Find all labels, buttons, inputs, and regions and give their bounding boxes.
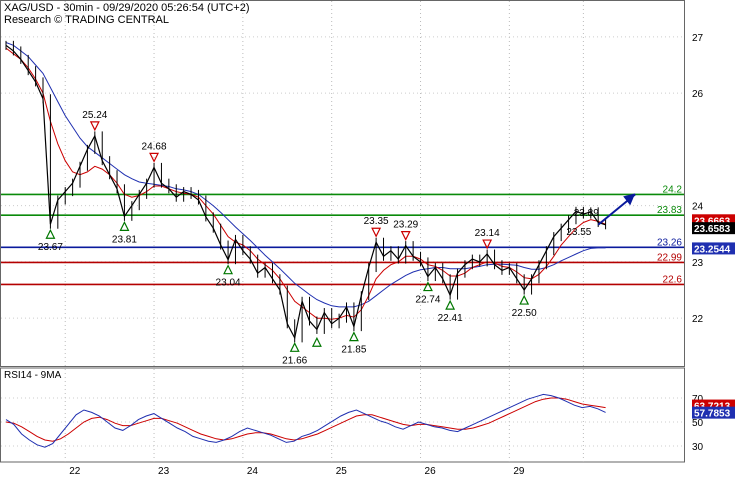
low-marker [289,341,300,352]
ma-slow-line [5,42,606,308]
level-label: 23.83 [657,205,682,216]
ma-slow-badge: 23.2544 [694,244,731,255]
high-marker [400,231,411,241]
rsi-panel-frame [0,367,685,463]
chart-header-source: Research © TRADING CENTRAL [4,14,169,26]
low-marker-label: 22.41 [438,313,463,324]
level-annotation-label: 23.55 [566,227,591,238]
y-tick-label: 23 [692,258,704,269]
high-marker-label: 23.29 [393,220,418,231]
x-tick-label: 24 [247,466,259,477]
ma-fast-badge: 23.6663 [694,216,731,227]
level-label: 22.99 [657,252,682,263]
x-tick-label: 26 [425,466,437,477]
low-marker [45,228,56,239]
x-tick-label: 25 [336,466,348,477]
rsi-tick-label: 50 [692,418,704,429]
level-label: 23.26 [657,237,682,248]
price-line [5,44,606,340]
current-price-badge: 23.6583 [694,224,731,235]
rsi-ma-badge: 57.7853 [694,409,731,420]
low-marker [311,336,322,347]
ma-slow-badge-box [692,242,735,255]
forecast-arrow-head [623,193,636,206]
low-marker [119,221,130,231]
rsi-ma-badge-box [692,406,735,419]
low-marker [223,264,234,275]
low-marker [422,281,433,292]
rsi-ma-line [5,397,606,442]
high-marker-label: 23.35 [364,216,389,227]
high-marker [371,227,382,238]
high-marker [149,152,160,163]
ma-fast-line [5,47,606,320]
current-price-badge-box [692,222,735,235]
high-marker-label: 24.68 [142,141,167,152]
high-marker [89,121,100,132]
rsi-tick-label: 30 [692,442,704,453]
level-annotation-label: 23.89 [574,208,599,219]
low-marker-label: 23.81 [112,234,137,245]
x-tick-label: 23 [158,466,170,477]
x-tick-label: 22 [69,466,81,477]
low-marker [348,331,359,342]
y-tick-label: 22 [692,314,704,325]
rsi-tick-label: 70 [692,394,704,405]
high-marker [482,239,493,250]
y-tick-label: 26 [692,89,704,100]
low-marker [445,299,456,310]
main-panel-frame [0,0,685,367]
high-marker-label: 25.24 [82,110,107,121]
low-marker-label: 23.04 [216,278,241,289]
low-marker-label: 22.50 [512,308,537,319]
low-marker-label: 21.66 [282,355,307,366]
low-marker-label: 22.74 [415,295,440,306]
y-tick-label: 24 [692,202,704,213]
x-tick-label: 29 [513,466,525,477]
rsi-line [5,393,606,448]
low-marker [519,294,530,305]
chart-header-title: XAG/USD - 30min - 09/29/2020 05:26:54 (U… [4,2,250,14]
high-marker-label: 23.14 [475,228,500,239]
low-marker-label: 21.85 [341,345,366,356]
low-marker-label: 23.67 [38,242,63,253]
y-tick-label: 27 [692,33,704,44]
level-label: 22.6 [663,274,683,285]
level-label: 24.2 [663,184,683,195]
rsi-title: RSI14 - 9MA [4,370,62,381]
